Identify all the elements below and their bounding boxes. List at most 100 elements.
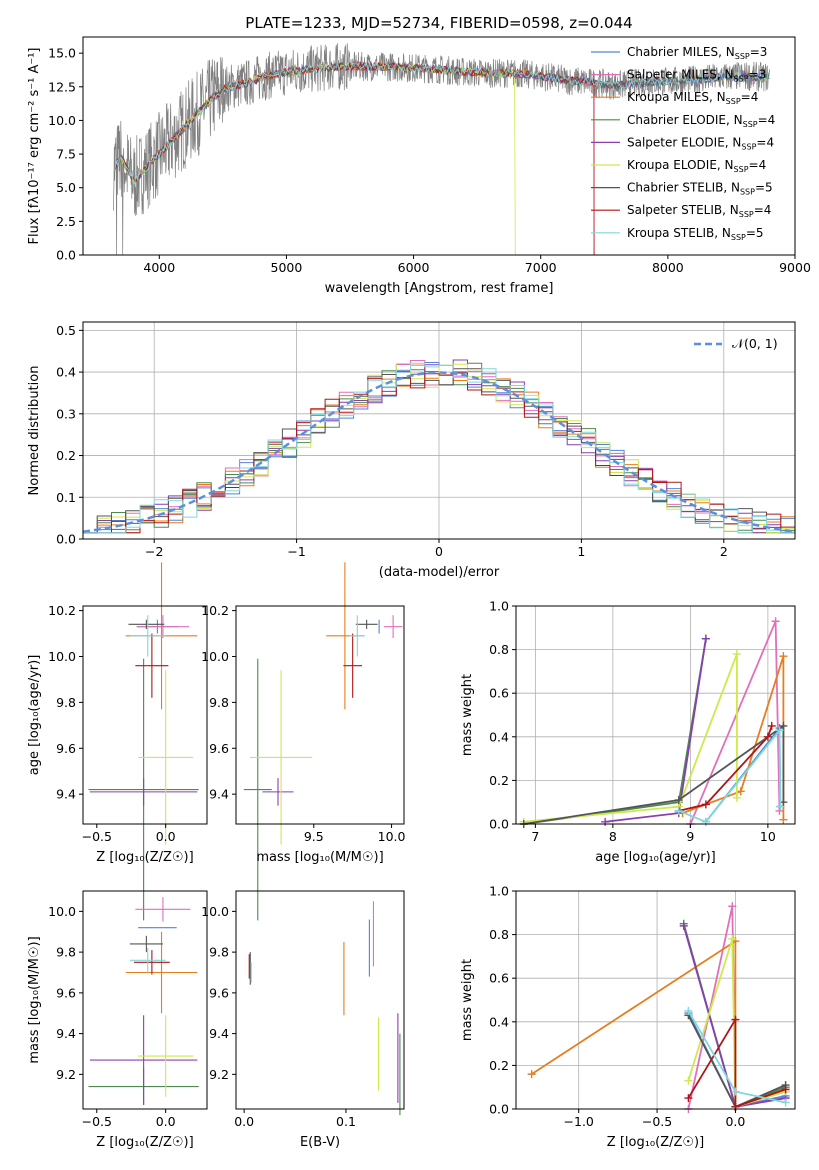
weight_vs_Z-xtick-label: 0.0	[725, 1114, 745, 1129]
mass_vs_Z-frame	[82, 890, 208, 1110]
spectrum-frame	[82, 36, 796, 256]
mass_vs_ebv-xtick-label: 0.0	[234, 1114, 254, 1129]
weight_vs_Z-xtick-label: −1.0	[564, 1114, 594, 1129]
residuals-ytick-label: 0.1	[56, 490, 76, 505]
mass_vs_Z-xtick-label: 0.0	[156, 1114, 176, 1129]
weight_vs_age-marker-kroupa-miles	[779, 652, 788, 661]
residuals-ylabel: Normed distribution	[27, 366, 42, 496]
residuals-legend-label: 𝒩(0, 1)	[732, 336, 778, 351]
age_vs_mass-ytick-label: 10.0	[201, 649, 229, 664]
weight_vs_Z-marker-salpeter-stelib	[684, 1094, 693, 1103]
age_vs_Z-xtick-label: −0.5	[82, 829, 112, 844]
weight_vs_age-marker-salpeter-stelib	[767, 721, 776, 730]
age_vs_Z-ytick-label: 10.2	[48, 603, 76, 618]
weight_vs_Z-marker-salpeter-miles	[728, 902, 737, 911]
residuals-ytick-label: 0.2	[56, 448, 76, 463]
weight_vs_Z-ytick-label: 0.4	[489, 1014, 509, 1029]
weight_vs_Z-marker-kroupa-elodie	[684, 1076, 693, 1085]
weight_vs_age-marker-kroupa-stelib	[775, 726, 784, 735]
weight_vs_age-marker-kroupa-stelib	[776, 802, 785, 811]
weight_vs_age-line-salpeter-elodie	[604, 638, 707, 823]
weight_vs_age-ytick-label: 0.4	[489, 729, 509, 744]
weight_vs_Z-ytick-label: 1.0	[489, 884, 509, 899]
weight_vs_Z-marker-kroupa-miles	[527, 1070, 536, 1079]
spectrum-ytick-label: 0.0	[56, 248, 76, 263]
weight_vs_Z-line-kroupa-miles	[531, 939, 786, 1109]
weight_vs_age-frame	[515, 605, 796, 825]
spectrum-xtick-label: 6000	[398, 260, 430, 275]
mass_vs_Z-ytick-label: 10.0	[48, 904, 76, 919]
mass_vs_Z-ytick-label: 9.2	[56, 1067, 76, 1082]
residuals-gaussian-curve	[82, 371, 796, 533]
weight_vs_Z-marker-kroupa-stelib	[731, 1087, 740, 1096]
age_vs_mass-frame	[235, 605, 405, 825]
weight_vs_age-line-kroupa-elodie	[523, 653, 738, 823]
spectrum-ytick-label: 7.5	[56, 147, 76, 162]
weight_vs_age-ytick-label: 0.6	[489, 686, 509, 701]
spectrum-legend-label-kroupa-elodie: Kroupa ELODIE, NSSP=4	[627, 158, 766, 174]
weight_vs_Z-ytick-label: 0.6	[489, 971, 509, 986]
mass_vs_ebv-xtick-label: 0.1	[336, 1114, 356, 1129]
residuals-hist-salpeter-stelib	[82, 372, 795, 534]
age_vs_mass-ytick-label: 9.4	[209, 787, 229, 802]
spectrum-model-kroupa-stelib	[114, 61, 770, 186]
weight_vs_Z-line-kroupa-elodie	[687, 938, 786, 1109]
spectrum-ytick-label: 5.0	[56, 180, 76, 195]
age_vs_Z-ytick-label: 10.0	[48, 649, 76, 664]
weight_vs_Z-ytick-label: 0.0	[489, 1102, 509, 1117]
age_vs_mass-xlabel: mass [log₁₀(M/M☉)]	[256, 850, 383, 865]
mass_vs_Z-ytick-label: 9.4	[56, 1026, 76, 1041]
spectrum-ytick-label: 15.0	[48, 46, 76, 61]
mass_vs_ebv-ytick-label: 10.0	[201, 904, 229, 919]
spectrum-model-salpeter-stelib	[114, 61, 595, 255]
residuals-xtick-label: 1	[577, 544, 585, 559]
spectrum-xtick-label: 5000	[271, 260, 303, 275]
mass_vs_ebv-ytick-label: 9.4	[209, 1026, 229, 1041]
weight_vs_Z-xlabel: Z [log₁₀(Z/Z☉)]	[607, 1135, 704, 1150]
weight_vs_age-marker-kroupa-stelib	[674, 806, 683, 815]
weight_vs_age-marker-salpeter-stelib	[763, 732, 772, 741]
weight_vs_Z-marker-salpeter-elodie	[679, 921, 688, 930]
weight_vs_Z-marker-salpeter-stelib	[781, 1085, 790, 1094]
residuals-ytick-label: 0.5	[56, 323, 76, 338]
spectrum-xtick-label: 9000	[779, 260, 811, 275]
weight_vs_age-line-chabrier-stelib	[523, 724, 785, 825]
weight_vs_Z-ylabel: mass weight	[460, 959, 475, 1041]
residuals-xtick-label: 0	[435, 544, 443, 559]
age_vs_Z-xlabel: Z [log₁₀(Z/Z☉)]	[96, 850, 193, 865]
mass_vs_Z-ylabel: mass [log₁₀(M/M☉)]	[27, 936, 42, 1063]
mass_vs_Z-xtick-label: −0.5	[82, 1114, 112, 1129]
weight_vs_age-ytick-label: 0.8	[489, 642, 509, 657]
weight_vs_age-ytick-label: 0.0	[489, 817, 509, 832]
spectrum-ytick-label: 12.5	[48, 79, 76, 94]
age_vs_mass-ytick-label: 9.6	[209, 741, 229, 756]
chart-title: PLATE=1233, MJD=52734, FIBERID=0598, z=0…	[245, 14, 632, 32]
age_vs_mass-ytick-label: 9.8	[209, 695, 229, 710]
spectrum-ytick-label: 2.5	[56, 214, 76, 229]
age_vs_Z-ytick-label: 9.6	[56, 741, 76, 756]
mass_vs_ebv-ytick-label: 9.6	[209, 985, 229, 1000]
weight_vs_age-marker-salpeter-stelib	[701, 800, 710, 809]
spectrum-xtick-label: 8000	[652, 260, 684, 275]
age_vs_Z-xtick-label: 0.0	[156, 829, 176, 844]
age_vs_Z-ytick-label: 9.8	[56, 695, 76, 710]
weight_vs_age-marker-salpeter-miles	[771, 617, 780, 626]
residuals-xlabel: (data-model)/error	[379, 565, 500, 580]
spectrum-xtick-label: 7000	[525, 260, 557, 275]
weight_vs_age-xtick-label: 8	[609, 829, 617, 844]
residuals-ytick-label: 0.3	[56, 406, 76, 421]
mass_vs_Z-ytick-label: 9.8	[56, 945, 76, 960]
weight_vs_Z-line-salpeter-stelib	[687, 1016, 786, 1109]
mass_vs_Z-xlabel: Z [log₁₀(Z/Z☉)]	[96, 1135, 193, 1150]
weight_vs_Z-xtick-label: −0.5	[642, 1114, 672, 1129]
mass_vs_Z-ytick-label: 9.6	[56, 985, 76, 1000]
spectrum-legend-label-chabrier-miles: Chabrier MILES, NSSP=3	[627, 45, 767, 61]
spectrum-xtick-label: 4000	[143, 260, 175, 275]
age_vs_mass-ytick-label: 10.2	[201, 603, 229, 618]
weight_vs_age-xtick-label: 7	[531, 829, 539, 844]
weight_vs_age-ylabel: mass weight	[460, 674, 475, 756]
age_vs_Z-ytick-label: 9.4	[56, 787, 76, 802]
spectrum-ylabel: Flux [fλ10⁻¹⁷ erg cm⁻² s⁻¹ A⁻¹]	[27, 48, 42, 245]
spectrum-observed-line	[113, 43, 770, 255]
